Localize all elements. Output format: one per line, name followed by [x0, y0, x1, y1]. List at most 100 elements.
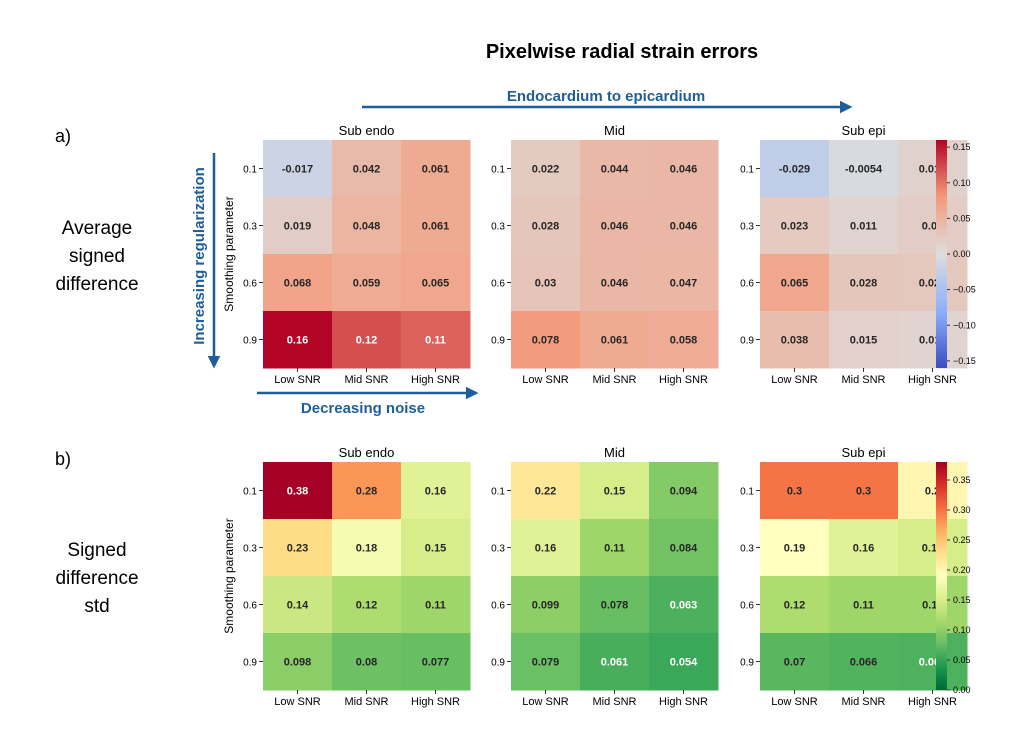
heatmap-cell: [580, 633, 650, 691]
colorbar-tick-label: 0.30: [953, 505, 971, 515]
x-tick-label: High SNR: [659, 696, 708, 708]
cell-value-label: 0.11: [604, 543, 625, 555]
subplot-title: Mid: [604, 123, 625, 138]
cell-value-label: 0.061: [601, 335, 629, 347]
y-tick-label: 0.6: [243, 279, 257, 290]
heatmap-cell: [263, 576, 333, 634]
y-tick-label: 0.6: [491, 601, 505, 612]
heatmap-cell: [760, 197, 830, 255]
cell-value-label: 0.011: [850, 221, 877, 233]
heatmap-cell: [511, 140, 581, 198]
heatmap-cell: [401, 633, 471, 691]
heatmap-cell: [898, 462, 968, 520]
colorbar-a: 0.15 0.10 0.05 0.00 −0.05 −0.10 −0.15: [936, 140, 976, 368]
y-tick-label: 0.6: [740, 601, 754, 612]
heatmap-cell: [332, 197, 402, 255]
y-axis-label: Smoothing parameter: [222, 196, 236, 311]
heatmap-cell: [401, 140, 471, 198]
cell-value-label: 0.14: [287, 600, 309, 612]
heatmap-cell: [580, 197, 650, 255]
heatmaps: Sub endo -0.017 0.042 0.061 0.019 0.048 0.061 0…: [222, 123, 976, 708]
cell-value-label: 0.22: [535, 486, 556, 498]
heatmap-cell: [829, 519, 899, 577]
y-tick-label: 0.3: [491, 222, 505, 233]
cell-value-label: 0.11: [853, 600, 874, 612]
y-tick-label: 0.1: [740, 165, 754, 176]
y-tick-label: 0.1: [491, 165, 505, 176]
cell-value-label: 0.059: [353, 278, 381, 290]
x-tick-label: Mid SNR: [344, 696, 388, 708]
heatmap-cell: [829, 254, 899, 312]
y-tick-label: 0.9: [491, 658, 505, 669]
x-tick-label: Mid SNR: [592, 696, 636, 708]
cell-value-label: 0.046: [601, 221, 629, 233]
heatmap-cell: [649, 140, 719, 198]
heatmap-cell: [898, 197, 968, 255]
cell-value-label: 0.054: [670, 657, 698, 669]
cell-value-label: 0.019: [284, 221, 312, 233]
cell-value-label: 0.048: [353, 221, 381, 233]
cell-value-label: 0.046: [670, 221, 698, 233]
heatmap-cell: [263, 254, 333, 312]
x-tick-label: Mid SNR: [841, 696, 885, 708]
panel-a-label-line-3: difference: [55, 274, 138, 295]
heatmap-cell: [332, 633, 402, 691]
cell-value-label: 0.11: [425, 335, 446, 347]
heatmap-cell: [263, 519, 333, 577]
heatmap-cell: [580, 140, 650, 198]
y-tick-label: 0.3: [491, 544, 505, 555]
cell-value-label: 0.16: [287, 335, 308, 347]
heatmap-cell: [332, 462, 402, 520]
colorbar-tick-label: −0.15: [953, 356, 976, 366]
heatmap-cell: [332, 576, 402, 634]
cell-value-label: 0.023: [781, 221, 809, 233]
heatmap-cell: [649, 633, 719, 691]
colorbar-tick-label: 0.10: [953, 178, 971, 188]
heatmap-cell: [898, 311, 968, 369]
x-tick-label: Low SNR: [274, 696, 321, 708]
heatmap-cell: [829, 633, 899, 691]
x-tick-label: Low SNR: [522, 374, 569, 386]
cell-value-label: 0.042: [353, 164, 381, 176]
colorbar-tick-label: 0.15: [953, 142, 971, 152]
panel-b-label-line-1: Signed: [67, 540, 126, 561]
colorbar-b: 0.35 0.30 0.25 0.20 0.15 0.10 0.05 0.00: [936, 462, 971, 695]
increasing-reg-label: Increasing regularization: [191, 167, 208, 345]
y-tick-label: 0.3: [243, 544, 257, 555]
x-tick-label: High SNR: [908, 696, 957, 708]
colorbar-gradient: [936, 140, 947, 368]
cell-value-label: 0.08: [356, 657, 377, 669]
heatmap-cell: [580, 254, 650, 312]
cell-value-label: 0.16: [425, 486, 446, 498]
heatmap-cell: [760, 633, 830, 691]
colorbar-tick-label: 0.35: [953, 475, 971, 485]
x-tick-label: High SNR: [411, 696, 460, 708]
chart-title: Pixelwise radial strain errors: [486, 41, 758, 63]
heatmap-cell: [649, 254, 719, 312]
heatmap-cell: [649, 576, 719, 634]
cell-value-label: 0.046: [670, 164, 698, 176]
heatmap-cell: [332, 311, 402, 369]
panel-a-tag: a): [55, 126, 71, 146]
cell-value-label: -0.017: [282, 164, 313, 176]
x-tick-label: High SNR: [659, 374, 708, 386]
heatmap-cell: [332, 140, 402, 198]
heatmap-cell: [898, 519, 968, 577]
y-axis-label: Smoothing parameter: [222, 518, 236, 633]
y-tick-label: 0.9: [740, 336, 754, 347]
subplot-title: Sub epi: [841, 123, 885, 138]
cell-value-label: 0.061: [422, 164, 450, 176]
heatmap-cell: [760, 140, 830, 198]
y-tick-label: 0.9: [243, 658, 257, 669]
heatmap-cell: [649, 311, 719, 369]
heatmap-cell: [649, 462, 719, 520]
heatmap-cell: [511, 462, 581, 520]
cell-value-label: 0.15: [425, 543, 446, 555]
heatmap-cell: [829, 311, 899, 369]
cell-value-label: 0.098: [284, 657, 312, 669]
cell-value-label: 0.044: [601, 164, 629, 176]
colorbar-tick-label: 0.20: [953, 565, 971, 575]
x-tick-label: High SNR: [908, 374, 957, 386]
panel-a-label-line-1: Average: [62, 218, 132, 239]
